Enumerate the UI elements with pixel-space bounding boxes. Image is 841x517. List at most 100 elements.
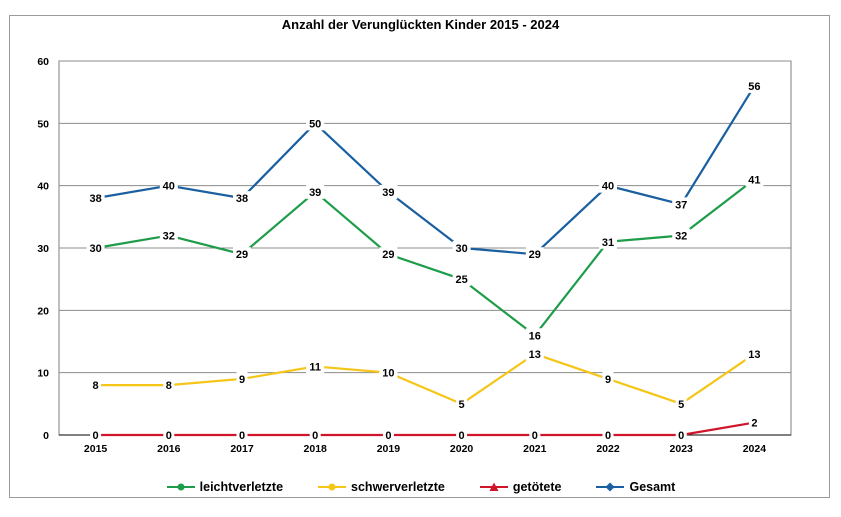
data-label-bg xyxy=(748,415,760,430)
legend-label: leichtverletzte xyxy=(199,480,284,494)
data-label: 32 xyxy=(675,231,687,243)
data-label-bg xyxy=(379,365,398,380)
data-label-bg xyxy=(379,247,398,262)
data-label: 0 xyxy=(605,430,611,442)
data-label: 13 xyxy=(529,349,541,361)
x-tick-label: 2017 xyxy=(230,443,254,455)
x-tick-label: 2020 xyxy=(450,443,474,455)
data-label: 0 xyxy=(239,430,245,442)
data-label: 30 xyxy=(89,243,101,255)
data-label: 38 xyxy=(89,193,101,205)
data-label: 0 xyxy=(312,430,318,442)
data-label: 39 xyxy=(382,187,394,199)
data-label-bg xyxy=(745,78,764,93)
legend-label: getötete xyxy=(512,480,562,494)
legend-item-Gesamt: Gesamt xyxy=(595,480,675,494)
data-label-bg xyxy=(675,396,687,411)
data-label-bg xyxy=(309,428,321,442)
data-label-bg xyxy=(525,346,544,361)
data-label-bg xyxy=(599,178,617,193)
data-label: 9 xyxy=(239,374,245,386)
data-label-bg xyxy=(306,184,325,199)
x-tick-label: 2015 xyxy=(84,443,108,455)
legend-label: Gesamt xyxy=(629,480,676,494)
series-line-getötete xyxy=(95,421,755,437)
data-label: 5 xyxy=(678,399,684,411)
data-label: 0 xyxy=(459,430,465,442)
data-label-bg xyxy=(452,272,471,287)
data-label: 38 xyxy=(236,193,248,205)
x-tick-label: 2023 xyxy=(670,443,694,455)
data-label-bg xyxy=(672,197,691,212)
data-label-bg xyxy=(306,359,325,374)
data-label-bg xyxy=(163,428,175,442)
data-label-bg xyxy=(529,428,541,442)
data-label-bg xyxy=(456,396,468,411)
chart-legend: leichtverletzte schwerverletzte getötete Ge… xyxy=(0,477,841,497)
data-label: 56 xyxy=(748,81,760,93)
data-label-bg xyxy=(306,116,325,131)
data-label-bg xyxy=(382,428,394,442)
data-label-bg xyxy=(159,228,178,243)
data-label: 8 xyxy=(166,380,172,392)
data-label-bg xyxy=(379,184,398,199)
data-label-bg xyxy=(672,228,691,243)
data-label: 0 xyxy=(93,430,99,442)
data-label-bg xyxy=(745,172,764,187)
data-label: 41 xyxy=(748,174,760,186)
y-tick-label: 20 xyxy=(37,305,49,317)
data-label: 30 xyxy=(455,243,467,255)
data-label: 40 xyxy=(163,181,175,193)
data-label: 32 xyxy=(163,231,175,243)
data-label-bg xyxy=(86,191,105,206)
data-label: 2 xyxy=(751,418,757,430)
legend-marker-circle-icon xyxy=(166,483,195,491)
series-line-schwerverletzte xyxy=(95,352,756,405)
data-label: 0 xyxy=(166,430,172,442)
data-label: 37 xyxy=(675,199,687,211)
legend-item-leichtverletzte: leichtverletzte xyxy=(166,480,283,494)
series-line-leichtverletzte xyxy=(95,178,756,337)
legend-marker-circle-icon xyxy=(318,483,347,491)
legend-marker-triangle-icon xyxy=(479,482,508,491)
data-label: 5 xyxy=(459,399,465,411)
data-label: 16 xyxy=(529,330,541,342)
data-label: 40 xyxy=(602,181,614,193)
x-tick-label: 2022 xyxy=(596,443,620,455)
y-tick-label: 50 xyxy=(37,118,49,130)
data-label-bg xyxy=(602,428,614,442)
y-tick-label: 60 xyxy=(37,56,49,68)
data-label-bg xyxy=(90,428,102,442)
data-label-bg xyxy=(163,378,175,393)
data-label-bg xyxy=(236,428,248,442)
y-tick-label: 40 xyxy=(37,181,49,193)
data-label-bg xyxy=(452,241,471,255)
data-label-bg xyxy=(233,191,251,206)
data-label: 29 xyxy=(529,249,541,261)
data-label: 0 xyxy=(678,430,684,442)
x-tick-label: 2021 xyxy=(523,443,547,455)
legend-label: schwerverletzte xyxy=(351,480,445,494)
series-line-Gesamt xyxy=(95,85,756,256)
data-label: 10 xyxy=(382,368,394,380)
data-label: 50 xyxy=(309,118,321,130)
data-label-bg xyxy=(90,378,102,393)
data-label-bg xyxy=(745,346,764,361)
y-tick-label: 0 xyxy=(43,430,49,442)
data-label-bg xyxy=(236,371,248,386)
data-label-bg xyxy=(525,247,544,262)
data-label: 29 xyxy=(236,249,248,261)
data-label: 0 xyxy=(532,430,538,442)
x-tick-label: 2019 xyxy=(377,443,401,455)
data-label-bg xyxy=(233,247,251,262)
data-label: 31 xyxy=(602,237,614,249)
data-label: 13 xyxy=(748,349,760,361)
legend-marker-diamond-icon xyxy=(596,482,625,492)
data-label: 39 xyxy=(309,187,321,199)
legend-item-getötete: getötete xyxy=(479,480,562,494)
y-tick-label: 30 xyxy=(37,243,49,255)
chart-frame xyxy=(9,15,830,498)
data-label-bg xyxy=(602,371,614,386)
data-label: 29 xyxy=(382,249,394,261)
